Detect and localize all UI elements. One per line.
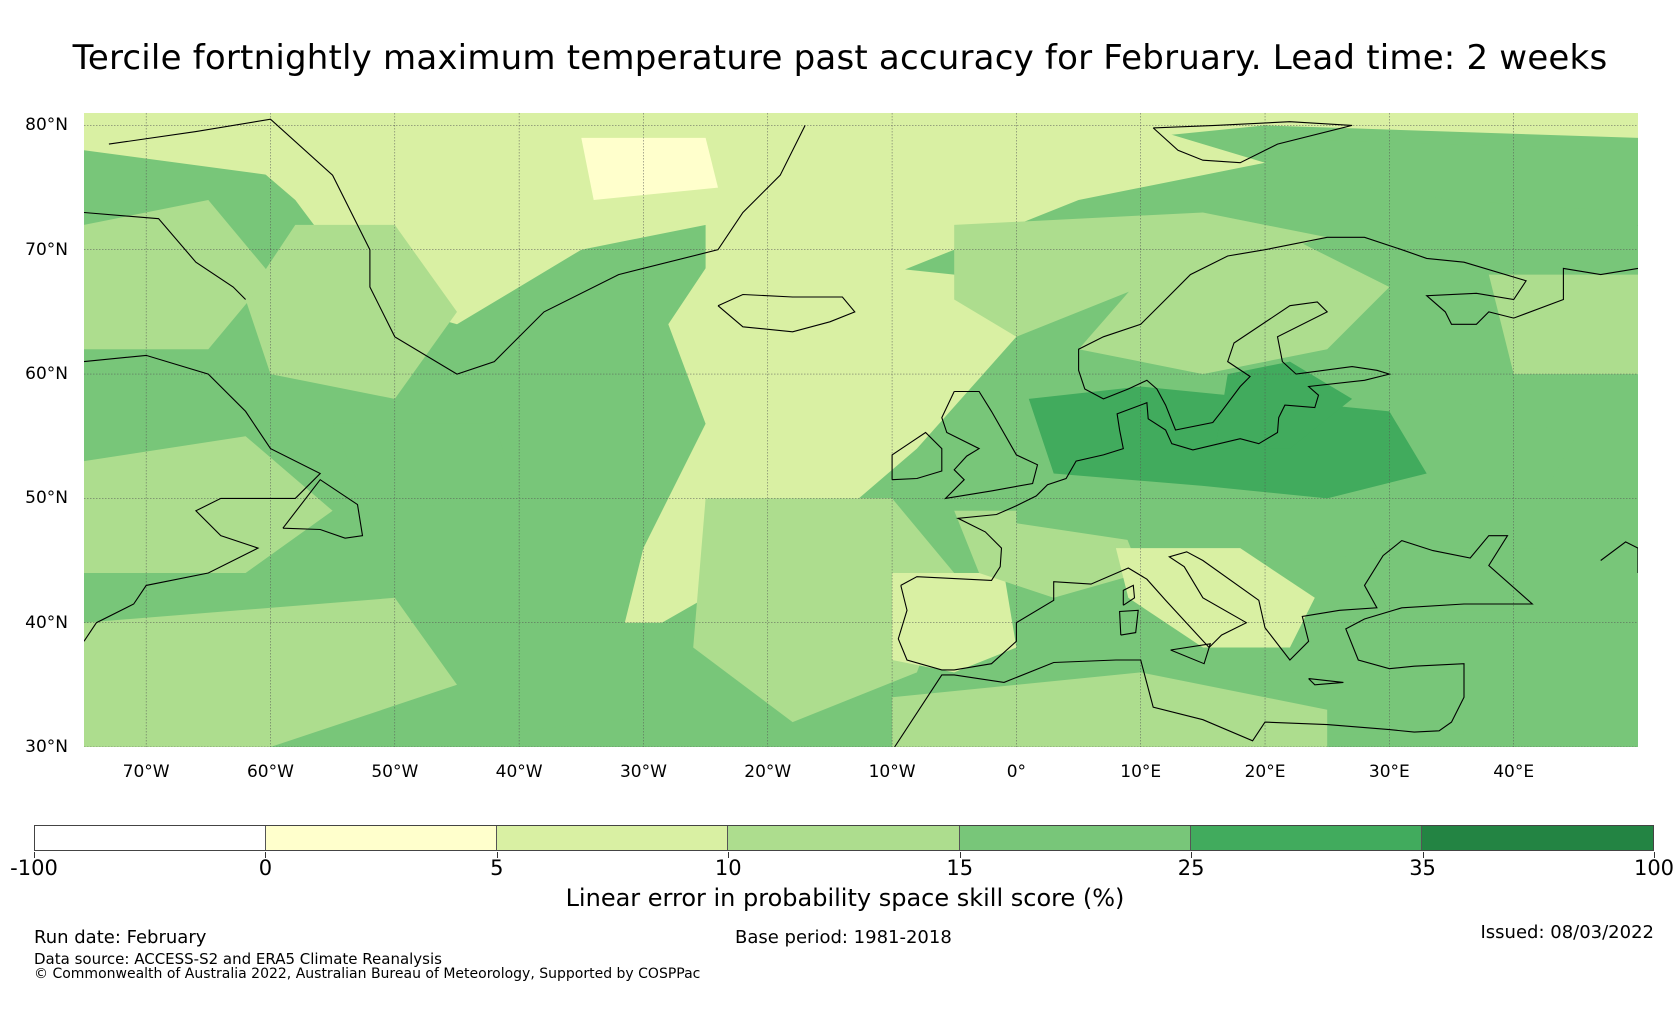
coastline-layer	[84, 118, 1638, 747]
lon-label: 30°W	[619, 762, 667, 782]
sardinia-coast	[1119, 609, 1139, 636]
skill-region-labrador-sea	[245, 224, 457, 399]
lon-label: 50°W	[371, 762, 419, 782]
lat-label: 40°N	[25, 612, 68, 633]
lon-label: 40°E	[1493, 762, 1535, 782]
svalbard-coast	[1152, 121, 1353, 164]
skill-region-north-africa	[892, 672, 1328, 747]
colorbar-tick	[959, 852, 961, 858]
skill-region-mid-atlantic-green	[494, 622, 706, 735]
labrador-coast	[84, 354, 322, 642]
colorbar-segment	[35, 826, 267, 850]
colorbar-tick-label: 25	[1177, 856, 1205, 880]
colorbar-tick	[1422, 852, 1424, 858]
lat-label: 30°N	[25, 737, 68, 757]
skill-region-nw-atlantic-green	[332, 423, 520, 511]
lon-label: 20°W	[744, 762, 792, 782]
colorbar-segment	[728, 826, 960, 850]
baffin-coast	[84, 211, 246, 300]
run-date: Run date: February	[34, 927, 207, 948]
crete-coast	[1308, 678, 1344, 686]
colorbar-title: Linear error in probability space skill …	[565, 884, 1125, 912]
lat-label: 60°N	[25, 364, 68, 385]
skill-region-arctic-east	[1265, 137, 1638, 213]
skill-region-greenland-pale	[581, 137, 718, 200]
skill-region-scandinavia-north	[1078, 237, 1390, 375]
colorbar-segment	[1190, 826, 1422, 850]
colorbar-tick-label: 100	[1633, 856, 1675, 880]
lat-label: 70°N	[25, 239, 68, 260]
greenland-coast	[108, 118, 806, 375]
lon-label: 30°E	[1368, 762, 1410, 782]
skill-map[interactable]	[84, 113, 1638, 747]
lon-label: 10°E	[1120, 762, 1162, 782]
sicily-coast	[1170, 643, 1212, 665]
lon-label: 40°W	[495, 762, 543, 782]
colorbar-segment	[1421, 826, 1653, 850]
ireland-coast	[891, 431, 943, 481]
lon-label: 10°W	[868, 762, 916, 782]
skill-region-baffin-west	[84, 200, 271, 350]
skill-region-russia-pale	[1488, 274, 1638, 375]
colorbar-tick	[1654, 852, 1655, 858]
base-period: Base period: 1981-2018	[735, 927, 952, 948]
colorbar-segment	[266, 826, 498, 850]
lon-label: 0°	[1006, 762, 1027, 782]
colorbar-segment	[959, 826, 1191, 850]
biscay-coast	[900, 236, 1638, 586]
colorbar-tick	[728, 852, 730, 858]
colorbar-tick-label: 5	[490, 856, 504, 880]
colorbar-tick-label: -100	[10, 856, 58, 880]
colorbar-tick-label: 35	[1409, 856, 1436, 880]
map-panel[interactable]	[84, 113, 1638, 747]
colorbar-tick	[496, 852, 498, 858]
skill-region-black-sea-area	[1364, 548, 1539, 611]
corsica-coast	[1122, 584, 1136, 606]
skill-region-greenland-sea	[705, 125, 1265, 300]
data-source: Data source: ACCESS-S2 and ERA5 Climate …	[34, 950, 442, 968]
skill-field-layer	[84, 113, 1638, 747]
lon-label: 20°E	[1244, 762, 1286, 782]
lon-label: 70°W	[122, 762, 170, 782]
colorbar-tick	[34, 852, 35, 858]
skill-region-baltic-core	[1215, 361, 1353, 449]
britain-coast	[941, 390, 1039, 500]
issued-date: Issued: 08/03/2022	[1480, 922, 1654, 943]
colorbar-segment	[497, 826, 729, 850]
lat-label: 50°N	[25, 488, 68, 509]
iceland-coast	[717, 293, 856, 333]
colorbar-tick-label: 0	[258, 856, 273, 880]
lon-label: 60°W	[246, 762, 294, 782]
copyright: © Commonwealth of Australia 2022, Austra…	[34, 966, 701, 982]
skill-region-midlat-pale	[693, 498, 955, 723]
colorbar-tick	[1191, 852, 1193, 858]
europe-coast	[894, 535, 1534, 747]
colorbar-tick-label: 15	[946, 856, 974, 880]
caspian-coast	[1600, 541, 1638, 573]
lat-label: 80°N	[25, 115, 68, 136]
colorbar	[34, 825, 1654, 851]
colorbar-tick	[265, 852, 267, 858]
colorbar-tick-label: 10	[714, 856, 742, 880]
newfoundland-coast	[282, 478, 364, 539]
chart-title: Tercile fortnightly maximum temperature …	[72, 38, 1608, 78]
